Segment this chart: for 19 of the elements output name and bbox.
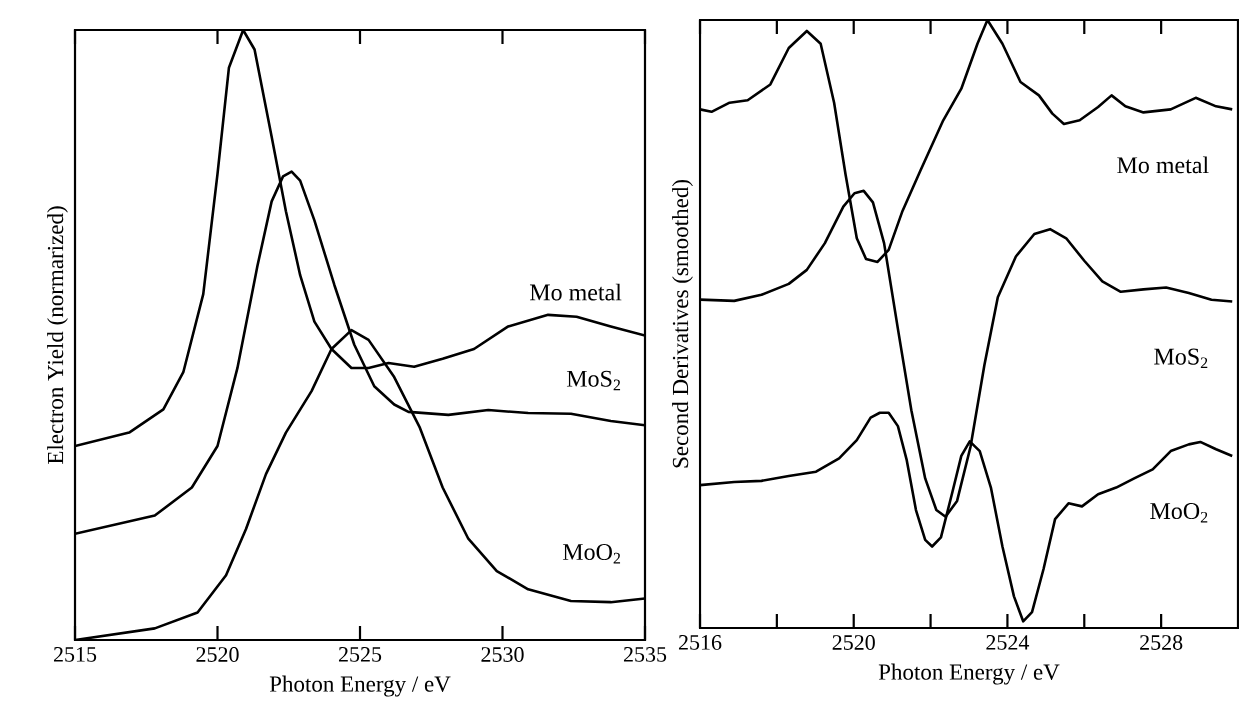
x-tick-label: 2530 [481,647,524,662]
series-label: MoO$_{2}$ [562,543,621,564]
series-label: MoO$_{2}$ [1150,502,1208,523]
x-axis-title: Photon Energy / eV [878,663,1060,685]
y-axis-title: Second Derivatives (smoothed) [672,180,693,468]
x-tick-label: 2520 [196,647,239,662]
x-tick-label: 2525 [338,647,382,662]
x-tick-label: 2515 [53,647,97,662]
x-tick-label: 2535 [623,647,667,662]
series-label: Mo metal [529,283,622,301]
x-tick-label: 2516 [678,635,722,650]
series-label: MoS$_{2}$ [566,370,621,391]
text: MoS$_{2}$ [1154,348,1208,369]
x-tick-label: 2520 [832,635,875,650]
x-tick-label: 2528 [1140,635,1183,650]
y-axis-title: Electron Yield (normarized) [47,206,68,464]
text: Mo metal [1117,156,1209,174]
x-tick-label: 2524 [986,635,1030,650]
x-axis-title: Photon Energy / eV [269,675,451,697]
